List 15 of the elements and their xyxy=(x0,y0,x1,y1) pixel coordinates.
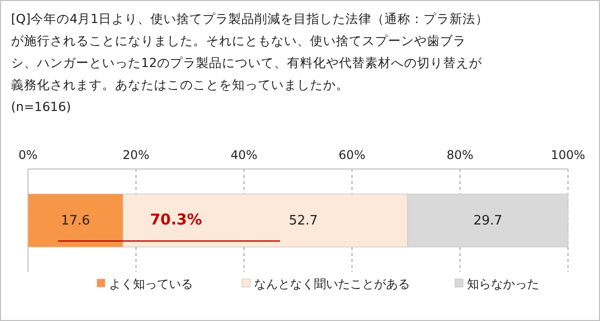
data-label: 17.6 xyxy=(61,214,90,228)
data-label: 29.7 xyxy=(473,214,502,228)
annotation: 70.3% xyxy=(150,210,202,228)
legend-label: なんとなく聞いたことがある xyxy=(254,277,410,291)
legend-label: よく知っている xyxy=(109,277,193,291)
legend-label: 知らなかった xyxy=(467,277,539,291)
x-tick-label: 0% xyxy=(18,148,38,162)
x-tick-label: 100% xyxy=(550,148,586,162)
chart-subtitle: (n=1616) xyxy=(11,98,72,116)
x-tick-label: 20% xyxy=(122,148,150,162)
x-tick-label: 80% xyxy=(446,148,474,162)
chart-title: [Q]今年の4月1日より、使い捨てプラ製品削減を目指した法律（通称：プラ新法）が施行されることになりました。それにともない、使い捨てスプーンや歯ブラシ、ハンガーといった12のプラ製品について、有料化や代替素材への切り替えが義務化されます。あなたはこのことを知っていましたか。 xyxy=(11,10,489,94)
x-tick-label: 40% xyxy=(230,148,258,162)
x-tick-label: 60% xyxy=(338,148,366,162)
data-label: 52.7 xyxy=(288,214,318,228)
